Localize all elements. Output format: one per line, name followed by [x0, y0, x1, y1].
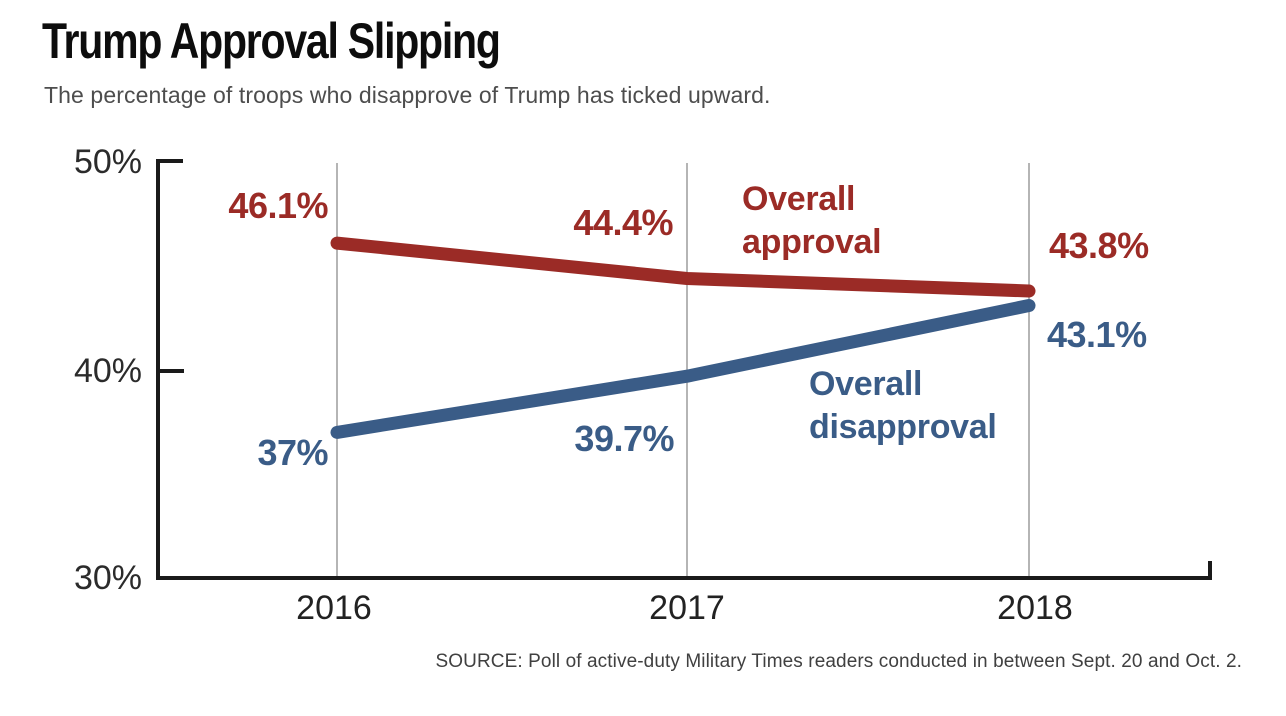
legend-overall-approval: Overall approval	[742, 180, 882, 261]
gridlines	[336, 163, 1030, 576]
chart-title: Trump Approval Slipping	[42, 13, 501, 69]
series-lines	[330, 236, 1036, 439]
axes	[156, 159, 1212, 580]
disapproval-point-label-2016: 37%	[257, 432, 328, 473]
approval-point-label-2018: 43.8%	[1049, 225, 1149, 266]
disapproval-point-label-2017: 39.7%	[574, 418, 674, 459]
y-axis-tick-label-40: 40%	[73, 352, 142, 390]
approval-point-label-2016: 46.1%	[228, 185, 328, 226]
disapproval-point-label-2018: 43.1%	[1047, 314, 1147, 355]
y-axis-tick-label-30: 30%	[73, 559, 142, 597]
source-note: SOURCE: Poll of active-duty Military Tim…	[435, 651, 1242, 672]
x-axis-tick-label-2017: 2017	[649, 589, 725, 627]
legend-overall-disapproval: Overall disapproval	[809, 365, 997, 446]
x-axis-tick-label-2018: 2018	[997, 589, 1073, 627]
approval-point-label-2017: 44.4%	[573, 202, 673, 243]
y-axis-tick-label-50: 50%	[73, 143, 142, 181]
x-axis-tick-label-2016: 2016	[296, 589, 372, 627]
chart-subtitle: The percentage of troops who disapprove …	[44, 82, 771, 108]
line-overall-disapproval	[330, 299, 1036, 439]
line-overall-approval	[330, 236, 1036, 298]
